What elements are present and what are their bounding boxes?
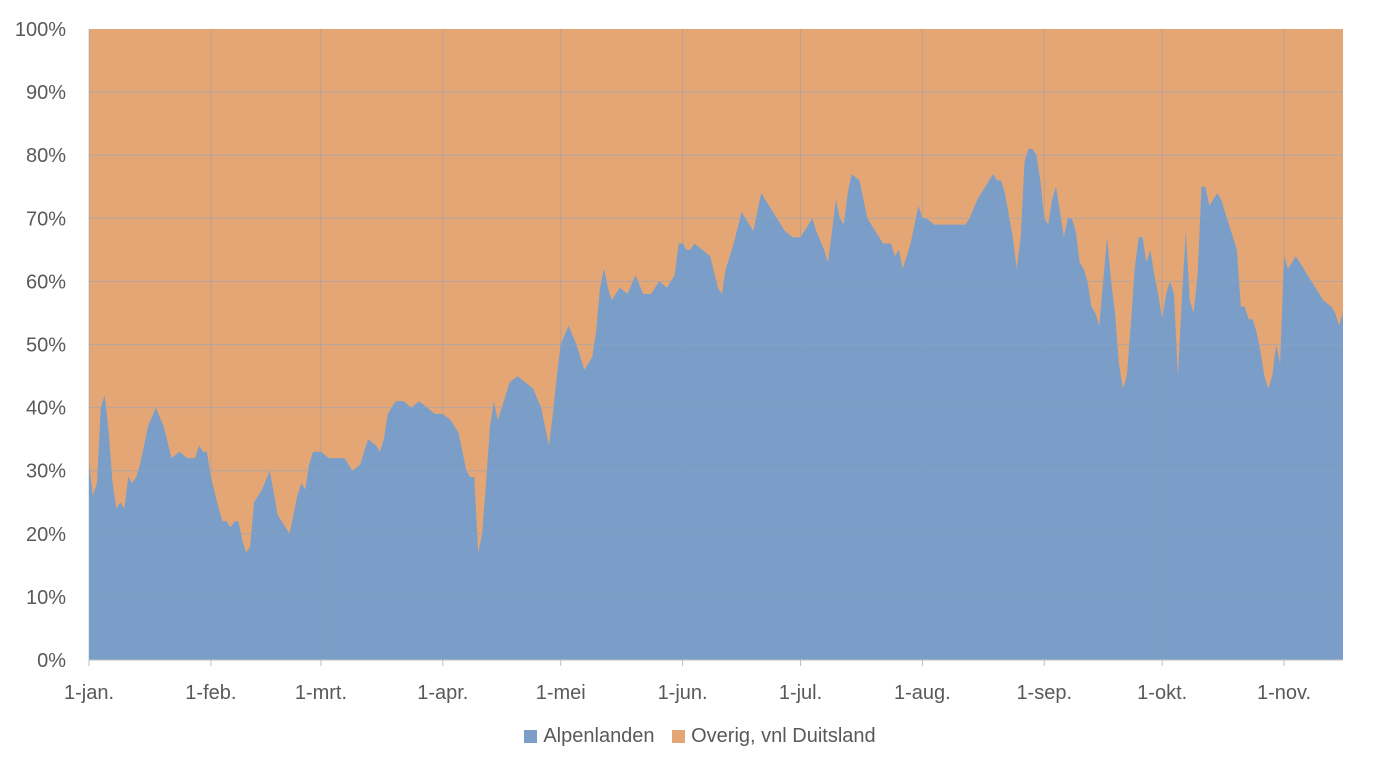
y-tick-label: 50% [26,335,66,357]
x-tick-label: 1-sep. [1016,682,1072,704]
x-tick-label: 1-jul. [779,682,822,704]
legend-item-overig: Overig, vnl Duitsland [672,725,876,748]
x-tick-label: 1-jun. [658,682,708,704]
x-tick-label: 1-aug. [894,682,951,704]
legend: Alpenlanden Overig, vnl Duitsland [0,725,1400,749]
y-tick-label: 60% [26,271,66,293]
axis-layer: 0% 10% 20% 30% 40% 50% 60% 70% 80% 90% 100% 1-jan. 1… [15,19,1343,704]
y-tick-label: 20% [26,524,66,546]
legend-item-alpenlanden: Alpenlanden [524,725,655,748]
x-tick-label: 1-okt. [1137,682,1187,704]
y-tick-label: 90% [26,82,66,104]
y-tick-label: 100% [15,19,66,41]
y-tick-label: 0% [37,650,66,672]
y-tick-label: 40% [26,398,66,420]
x-tick-label: 1-mei [536,682,586,704]
x-tick-label: 1-nov. [1257,682,1311,704]
legend-label-overig: Overig, vnl Duitsland [691,725,876,747]
y-tick-label: 30% [26,461,66,483]
x-tick-label: 1-apr. [417,682,468,704]
grid-layer [88,29,1343,660]
y-tick-label: 70% [26,208,66,230]
x-tick-label: 1-feb. [185,682,236,704]
legend-swatch-alpenlanden [524,730,538,743]
area-alpenlanden [89,148,1343,660]
x-tick-label: 1-jan. [64,682,114,704]
x-tick-label: 1-mrt. [295,682,347,704]
y-tick-label: 80% [26,145,66,167]
y-tick-label: 10% [26,587,66,609]
legend-label-alpenlanden: Alpenlanden [543,725,655,747]
legend-swatch-overig [672,730,686,743]
